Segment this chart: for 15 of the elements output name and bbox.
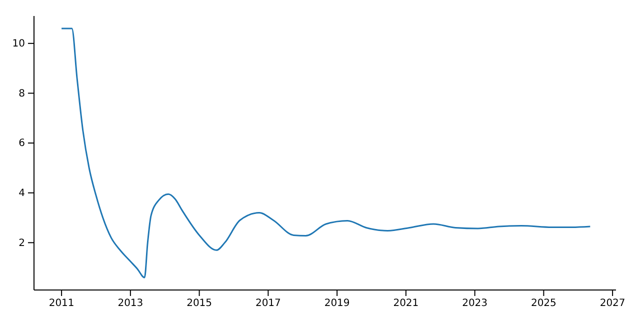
x-tick-label: 2011 xyxy=(48,298,74,310)
y-tick-label: 8 xyxy=(18,88,25,100)
x-tick-label: 2027 xyxy=(600,298,626,310)
y-tick-label: 2 xyxy=(18,238,25,249)
y-tick-label: 4 xyxy=(18,188,25,200)
x-tick-label: 2013 xyxy=(118,298,144,310)
x-tick-label: 2017 xyxy=(255,298,281,310)
x-tick-label: 2023 xyxy=(462,298,488,310)
x-tick-label: 2025 xyxy=(530,298,556,310)
line-series xyxy=(60,28,591,278)
y-tick-label: 6 xyxy=(18,138,25,150)
x-tick-label: 2019 xyxy=(324,298,350,310)
x-tick-label: 2015 xyxy=(186,298,212,310)
x-tick-label: 2021 xyxy=(393,298,419,310)
y-tick-label: 10 xyxy=(12,38,25,50)
